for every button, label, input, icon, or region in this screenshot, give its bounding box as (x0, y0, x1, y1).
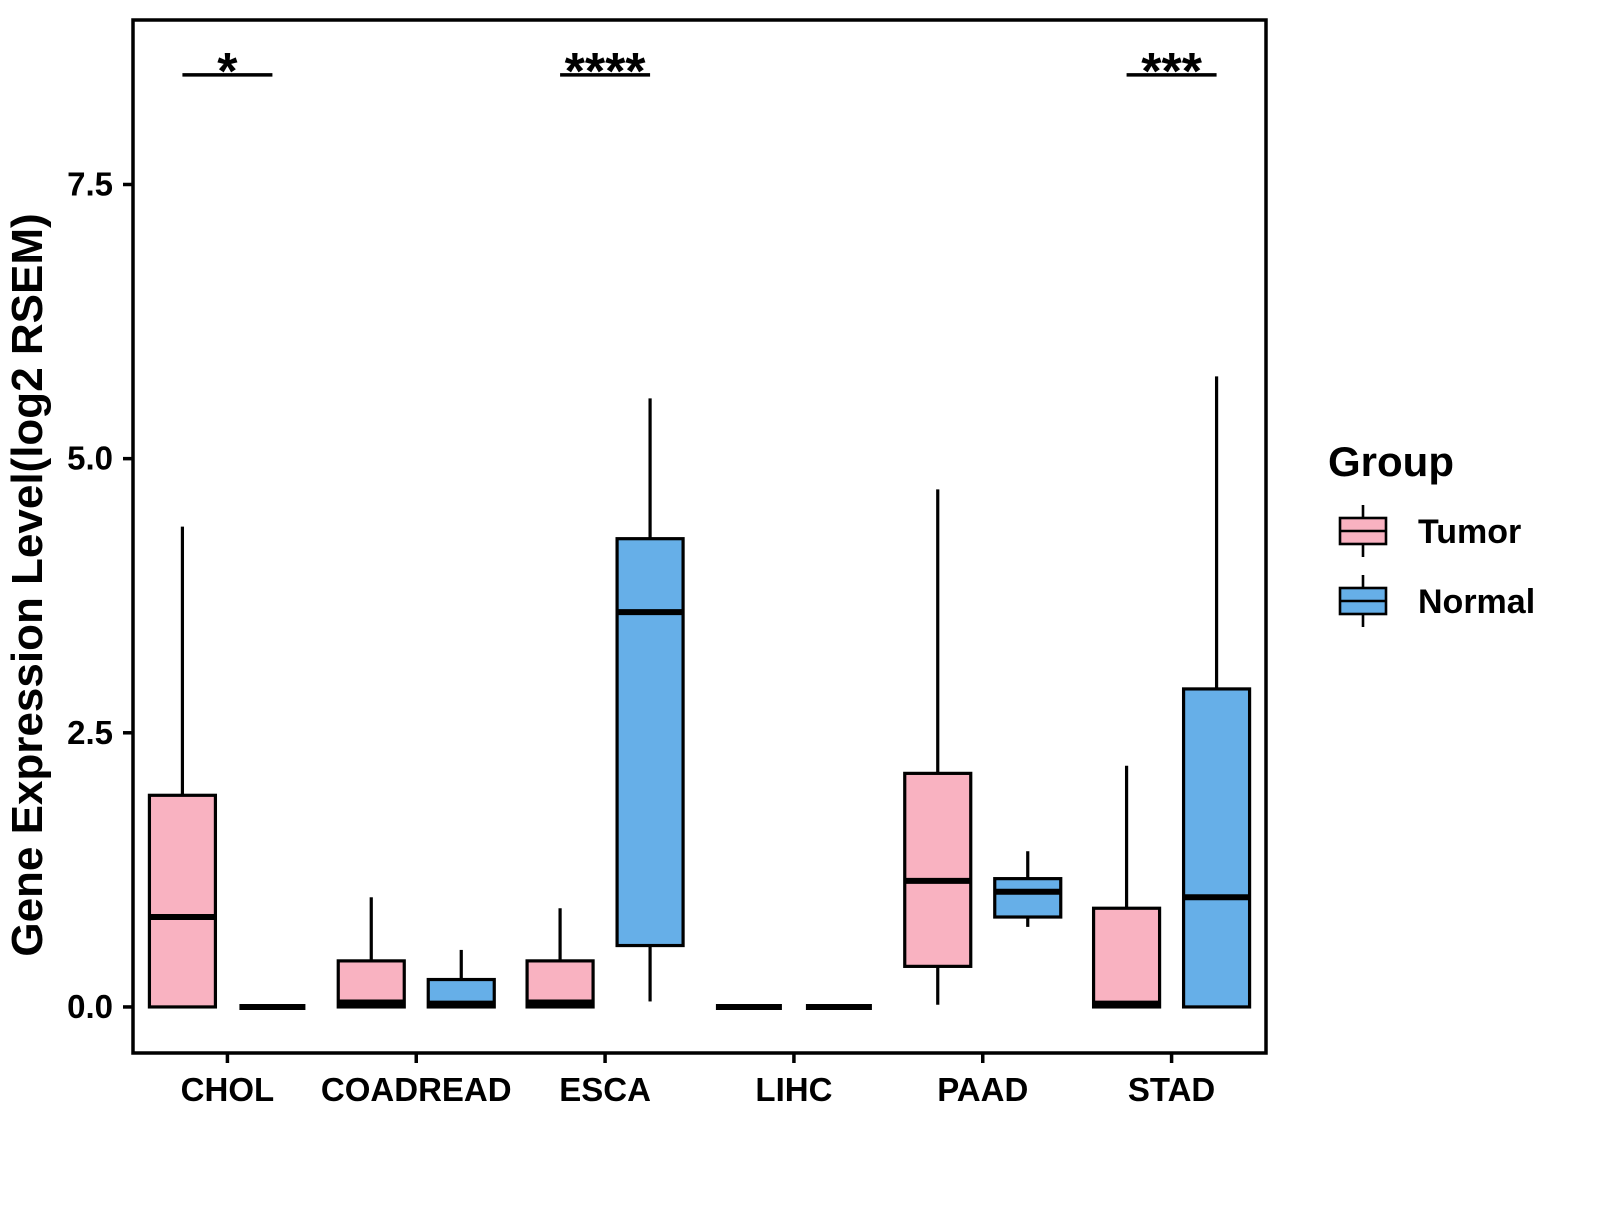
y-tick-label: 7.5 (67, 165, 113, 202)
y-tick-label: 0.0 (67, 988, 113, 1025)
box (615, 537, 685, 948)
significance-stars: **** (565, 43, 647, 101)
legend-item-label: Normal (1418, 583, 1535, 621)
boxplot-normal-stad (1181, 376, 1252, 1009)
boxplot-tumor-stad (1091, 765, 1162, 1009)
boxplot-normal-esca (615, 398, 685, 1002)
box (1091, 906, 1162, 1009)
boxplot-tumor-coadread (336, 897, 406, 1009)
box (993, 877, 1063, 919)
x-axis-label: CHOL (181, 1071, 275, 1108)
legend-item-label: Tumor (1418, 513, 1521, 551)
y-tick-label: 5.0 (67, 440, 113, 477)
significance-stars: * (217, 43, 238, 101)
x-axis-label: STAD (1128, 1071, 1215, 1108)
boxplot-tumor-paad (903, 489, 973, 1005)
significance-stars: *** (1141, 43, 1202, 101)
legend-item-normal: Normal (1338, 575, 1535, 627)
panel-border (131, 18, 1268, 1055)
x-axis-label: LIHC (755, 1071, 832, 1108)
box (336, 959, 406, 1009)
y-axis-title: Gene Expression Level(log2 RSEM) (3, 213, 52, 956)
x-axis-label: COADREAD (321, 1071, 512, 1108)
box (903, 771, 973, 968)
y-tick-label: 2.5 (67, 714, 113, 751)
boxplot-normal-coadread (426, 949, 496, 1009)
boxplot-tumor-chol (147, 526, 218, 1009)
box (147, 793, 218, 1009)
boxplot-normal-paad (993, 851, 1063, 927)
x-axis-label: PAAD (937, 1071, 1028, 1108)
legend-title: Group (1328, 438, 1454, 485)
box (1181, 687, 1252, 1009)
legend-item-tumor: Tumor (1338, 505, 1521, 557)
box (525, 959, 595, 1009)
boxplot-tumor-esca (525, 908, 595, 1009)
x-axis-label: ESCA (559, 1071, 651, 1108)
